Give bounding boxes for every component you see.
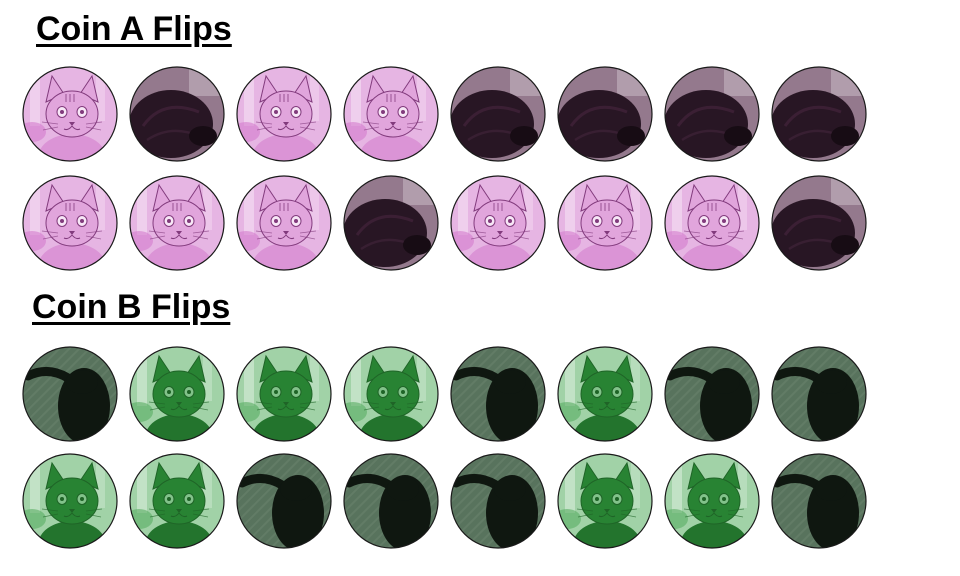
black-cat-back-icon	[343, 453, 439, 549]
curled-cat-back-icon	[129, 66, 225, 162]
tabby-cat-face-icon	[557, 175, 653, 271]
black-cat-back-icon	[771, 453, 867, 549]
tabby-cat-face-icon	[664, 175, 760, 271]
black-cat-face-icon	[343, 346, 439, 442]
black-cat-back-icon	[664, 346, 760, 442]
tabby-cat-face-icon	[22, 175, 118, 271]
coin-a-row-1	[22, 66, 867, 162]
black-cat-face-icon	[22, 453, 118, 549]
tabby-cat-face-icon	[343, 66, 439, 162]
tabby-cat-face-icon	[22, 66, 118, 162]
black-cat-back-icon	[22, 346, 118, 442]
coin-b-row-2	[22, 453, 867, 549]
black-cat-back-icon	[450, 346, 546, 442]
black-cat-face-icon	[557, 453, 653, 549]
tabby-cat-face-icon	[450, 175, 546, 271]
coin-a-title: Coin A Flips	[36, 10, 232, 48]
black-cat-face-icon	[236, 346, 332, 442]
coin-a-row-2	[22, 175, 867, 271]
black-cat-back-icon	[236, 453, 332, 549]
curled-cat-back-icon	[771, 175, 867, 271]
coin-b-row-1	[22, 346, 867, 442]
curled-cat-back-icon	[664, 66, 760, 162]
black-cat-face-icon	[557, 346, 653, 442]
black-cat-face-icon	[129, 346, 225, 442]
tabby-cat-face-icon	[236, 175, 332, 271]
tabby-cat-face-icon	[236, 66, 332, 162]
black-cat-face-icon	[664, 453, 760, 549]
curled-cat-back-icon	[557, 66, 653, 162]
curled-cat-back-icon	[450, 66, 546, 162]
tabby-cat-face-icon	[129, 175, 225, 271]
black-cat-face-icon	[129, 453, 225, 549]
curled-cat-back-icon	[343, 175, 439, 271]
coin-b-title: Coin B Flips	[32, 288, 231, 326]
black-cat-back-icon	[771, 346, 867, 442]
black-cat-back-icon	[450, 453, 546, 549]
curled-cat-back-icon	[771, 66, 867, 162]
